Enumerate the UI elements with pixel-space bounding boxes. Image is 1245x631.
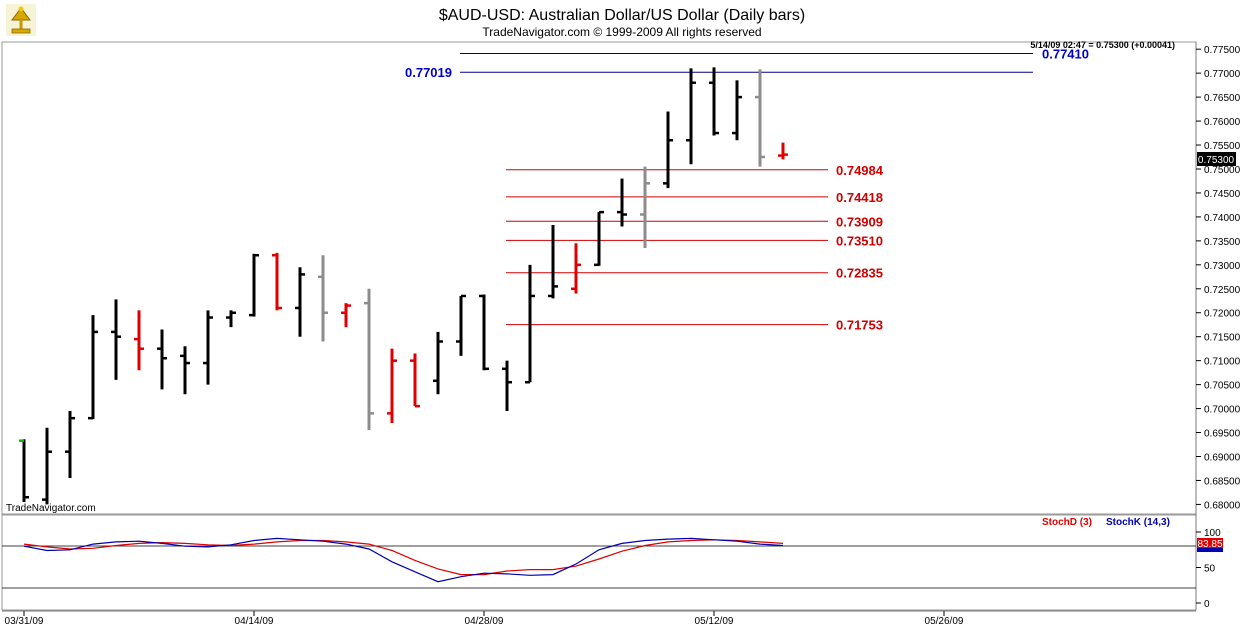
current-price-tag: 0.75300 bbox=[1197, 152, 1236, 166]
level-label: 0.77410 bbox=[1042, 47, 1089, 62]
y-tick-label: 0.75500 bbox=[1204, 141, 1241, 152]
x-tick-label: 05/26/09 bbox=[925, 616, 964, 627]
stoch-y-label: 0 bbox=[1204, 599, 1210, 610]
stoch-series-line bbox=[23, 537, 784, 583]
fib-label: 0.72835 bbox=[836, 266, 883, 281]
y-tick-label: 0.73500 bbox=[1204, 237, 1241, 248]
y-tick-label: 0.77000 bbox=[1204, 69, 1241, 80]
y-tick-label: 0.69000 bbox=[1204, 452, 1241, 463]
level-label: 0.77019 bbox=[405, 65, 452, 80]
main-panel-border bbox=[1, 41, 1197, 515]
quote-readout: 5/14/09 02:47 = 0.75300 (+0.00041) bbox=[1030, 40, 1175, 50]
legend-stochk: StochK (14,3) bbox=[1106, 517, 1170, 528]
current-price-label: 0.75300 bbox=[1198, 155, 1235, 166]
y-tick-label: 0.72000 bbox=[1204, 309, 1241, 320]
legend-stochd: StochD (3) bbox=[1042, 517, 1092, 528]
fib-label: 0.74984 bbox=[836, 163, 884, 178]
y-tick-label: 0.70500 bbox=[1204, 381, 1241, 392]
y-tick-label: 0.73000 bbox=[1204, 261, 1241, 272]
y-tick-label: 0.68000 bbox=[1204, 500, 1241, 511]
stoch-y-label: 50 bbox=[1204, 564, 1216, 575]
x-tick-label: 03/31/09 bbox=[5, 616, 44, 627]
x-tick-label: 04/14/09 bbox=[235, 616, 274, 627]
y-tick-label: 0.72500 bbox=[1204, 285, 1241, 296]
y-tick-label: 0.74500 bbox=[1204, 189, 1241, 200]
chart-subtitle: TradeNavigator.com © 1999-2009 All right… bbox=[482, 25, 761, 39]
y-tick-label: 0.76500 bbox=[1204, 93, 1241, 104]
chart-title: $AUD-USD: Australian Dollar/US Dollar (D… bbox=[439, 7, 805, 24]
stoch-y-label: 100 bbox=[1204, 528, 1221, 539]
y-tick-label: 0.69500 bbox=[1204, 429, 1241, 440]
trophy-icon bbox=[6, 4, 36, 36]
y-tick-label: 0.74000 bbox=[1204, 213, 1241, 224]
x-tick-label: 04/28/09 bbox=[465, 616, 504, 627]
y-tick-label: 0.71500 bbox=[1204, 333, 1241, 344]
y-tick-label: 0.68500 bbox=[1204, 476, 1241, 487]
fib-label: 0.73510 bbox=[836, 233, 883, 248]
stoch-series-line bbox=[23, 539, 784, 576]
y-tick-label: 0.70000 bbox=[1204, 405, 1241, 416]
stoch-current-label: 83.85 bbox=[1197, 539, 1222, 550]
fib-label: 0.74418 bbox=[836, 190, 883, 205]
stoch-current-tag: 83.85 bbox=[1197, 538, 1223, 552]
x-tick-label: 05/12/09 bbox=[695, 616, 734, 627]
y-tick-label: 0.75000 bbox=[1204, 165, 1241, 176]
fib-label: 0.73909 bbox=[836, 214, 883, 229]
watermark: TradeNavigator.com bbox=[6, 503, 96, 514]
stoch-panel-border bbox=[1, 514, 1197, 611]
y-tick-label: 0.71000 bbox=[1204, 357, 1241, 368]
y-tick-label: 0.77500 bbox=[1204, 45, 1241, 56]
y-tick-label: 0.76000 bbox=[1204, 117, 1241, 128]
fib-label: 0.71753 bbox=[836, 318, 883, 333]
